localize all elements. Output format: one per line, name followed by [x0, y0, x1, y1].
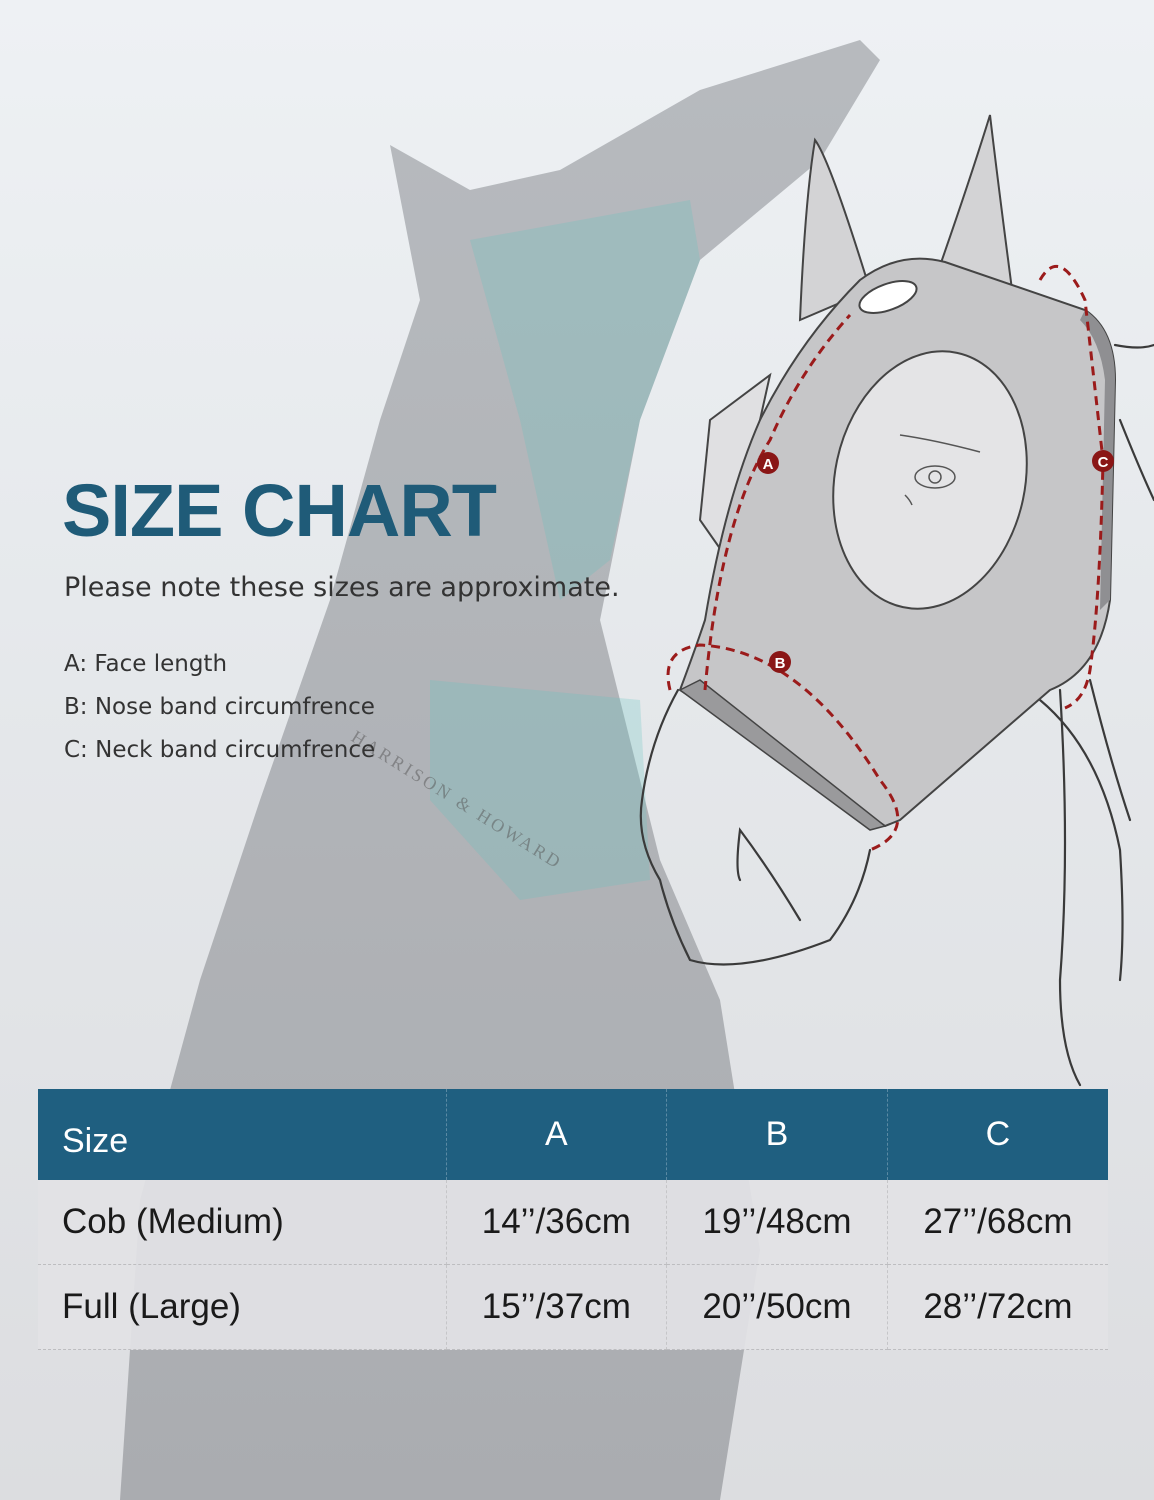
value-b: 19’’/48cm — [666, 1180, 888, 1265]
value-c: 27’’/68cm — [887, 1180, 1108, 1265]
table-row: Cob (Medium) 14’’/36cm 19’’/48cm 27’’/68… — [38, 1180, 1108, 1265]
table-header-row: Size A B C — [38, 1089, 1108, 1180]
header-c: C — [887, 1089, 1108, 1180]
measure-line-c — [1038, 264, 1105, 710]
legend-item-b: B: Nose band circumfrence — [64, 694, 375, 720]
measure-line-b — [666, 643, 900, 852]
ear-hole — [858, 280, 918, 314]
marker-c: C — [1098, 454, 1109, 471]
value-a: 14’’/36cm — [446, 1180, 668, 1265]
left-ear — [798, 137, 872, 322]
value-b: 20’’/50cm — [666, 1264, 888, 1350]
header-a: A — [446, 1089, 668, 1180]
header-size: Size — [38, 1089, 447, 1180]
legend-item-a: A: Face length — [64, 651, 228, 677]
size-name: Full (Large) — [38, 1264, 447, 1350]
measure-line-a — [703, 313, 852, 691]
size-note: Please note these sizes are approximate. — [64, 572, 620, 603]
marker-a: A — [763, 456, 774, 473]
table-row: Full (Large) 15’’/37cm 20’’/50cm 28’’/72… — [38, 1264, 1108, 1350]
header-b: B — [666, 1089, 888, 1180]
marker-b: B — [775, 655, 786, 672]
measurement-legend: A: Face length B: Nose band circumfrence… — [64, 643, 375, 772]
value-a: 15’’/37cm — [446, 1264, 668, 1350]
size-name: Cob (Medium) — [38, 1180, 447, 1265]
page-title: SIZE CHART — [62, 469, 497, 552]
legend-item-c: C: Neck band circumfrence — [64, 737, 376, 763]
measure-markers: A B C — [757, 450, 1114, 673]
size-table: Size A B C Cob (Medium) 14’’/36cm 19’’/4… — [38, 1089, 1108, 1350]
value-c: 28’’/72cm — [887, 1264, 1108, 1350]
